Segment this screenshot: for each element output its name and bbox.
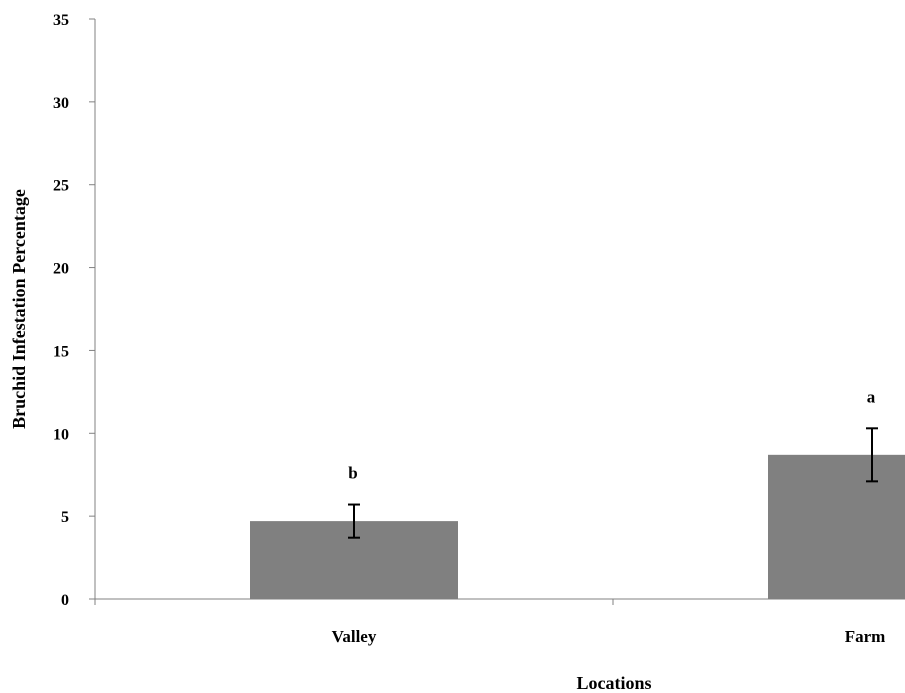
error-bars	[348, 427, 878, 539]
y-tick-label: 30	[53, 95, 69, 112]
y-tick-label: 5	[61, 509, 69, 526]
y-axis-title: Bruchid Infestation Percentage	[9, 189, 29, 429]
x-axis-title: Locations	[576, 673, 651, 693]
significance-letter: b	[348, 464, 357, 483]
y-tick-label: 25	[53, 178, 69, 195]
y-axis-ticks: 0 5 10 15 20 25 30 35	[53, 12, 614, 609]
x-axis-category-labels: Valley Farm	[332, 627, 886, 646]
y-tick-label: 15	[53, 343, 69, 360]
x-category-label: Farm	[845, 627, 886, 646]
x-category-label: Valley	[332, 627, 377, 646]
significance-letters: ba	[348, 387, 875, 482]
bar-farm	[768, 454, 905, 599]
y-tick-label: 0	[61, 592, 69, 609]
y-tick-label: 20	[53, 261, 69, 278]
significance-letter: a	[867, 387, 876, 406]
y-tick-label: 35	[53, 12, 69, 29]
y-tick-label: 10	[53, 426, 69, 443]
